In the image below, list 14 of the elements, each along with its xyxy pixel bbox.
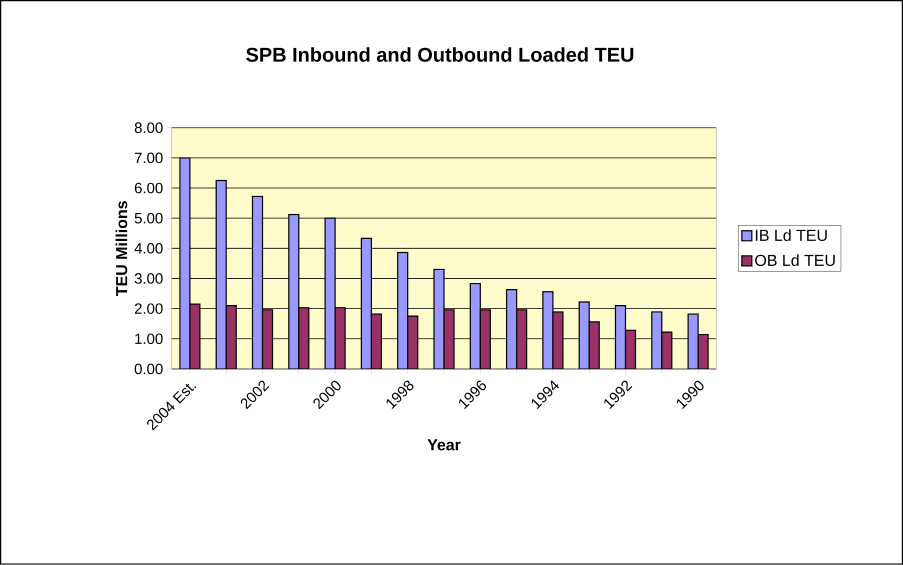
y-tick-label: 7.00 [134, 152, 163, 164]
y-tick-label: 3.00 [134, 273, 163, 284]
x-axis-title: Year [427, 439, 461, 451]
y-tick-label: 1.00 [135, 334, 163, 344]
y-tick-label: 0.00 [134, 364, 163, 374]
y-tick-label: 5.00 [134, 213, 163, 224]
y-axis-title: TEU Millions [116, 201, 128, 296]
y-tick-label: 4.00 [134, 243, 163, 254]
chart-title: SPB Inbound and Outbound Loaded TEU [246, 47, 634, 62]
y-tick-label: 8.00 [134, 122, 163, 134]
legend-label: OB Ld TEU [755, 254, 835, 266]
y-tick-label: 2.00 [134, 303, 163, 314]
y-tick-label: 6.00 [134, 182, 163, 194]
legend-label: IB Ld TEU [756, 229, 827, 242]
